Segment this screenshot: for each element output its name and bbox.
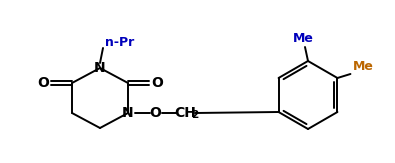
Text: O: O xyxy=(149,106,161,120)
Text: Me: Me xyxy=(353,59,374,73)
Text: O: O xyxy=(151,76,163,90)
Text: Me: Me xyxy=(293,31,314,44)
Text: CH: CH xyxy=(174,106,196,120)
Text: O: O xyxy=(37,76,49,90)
Text: n-Pr: n-Pr xyxy=(105,37,135,50)
Text: 2: 2 xyxy=(191,110,199,120)
Text: N: N xyxy=(122,106,134,120)
Text: N: N xyxy=(94,61,106,75)
